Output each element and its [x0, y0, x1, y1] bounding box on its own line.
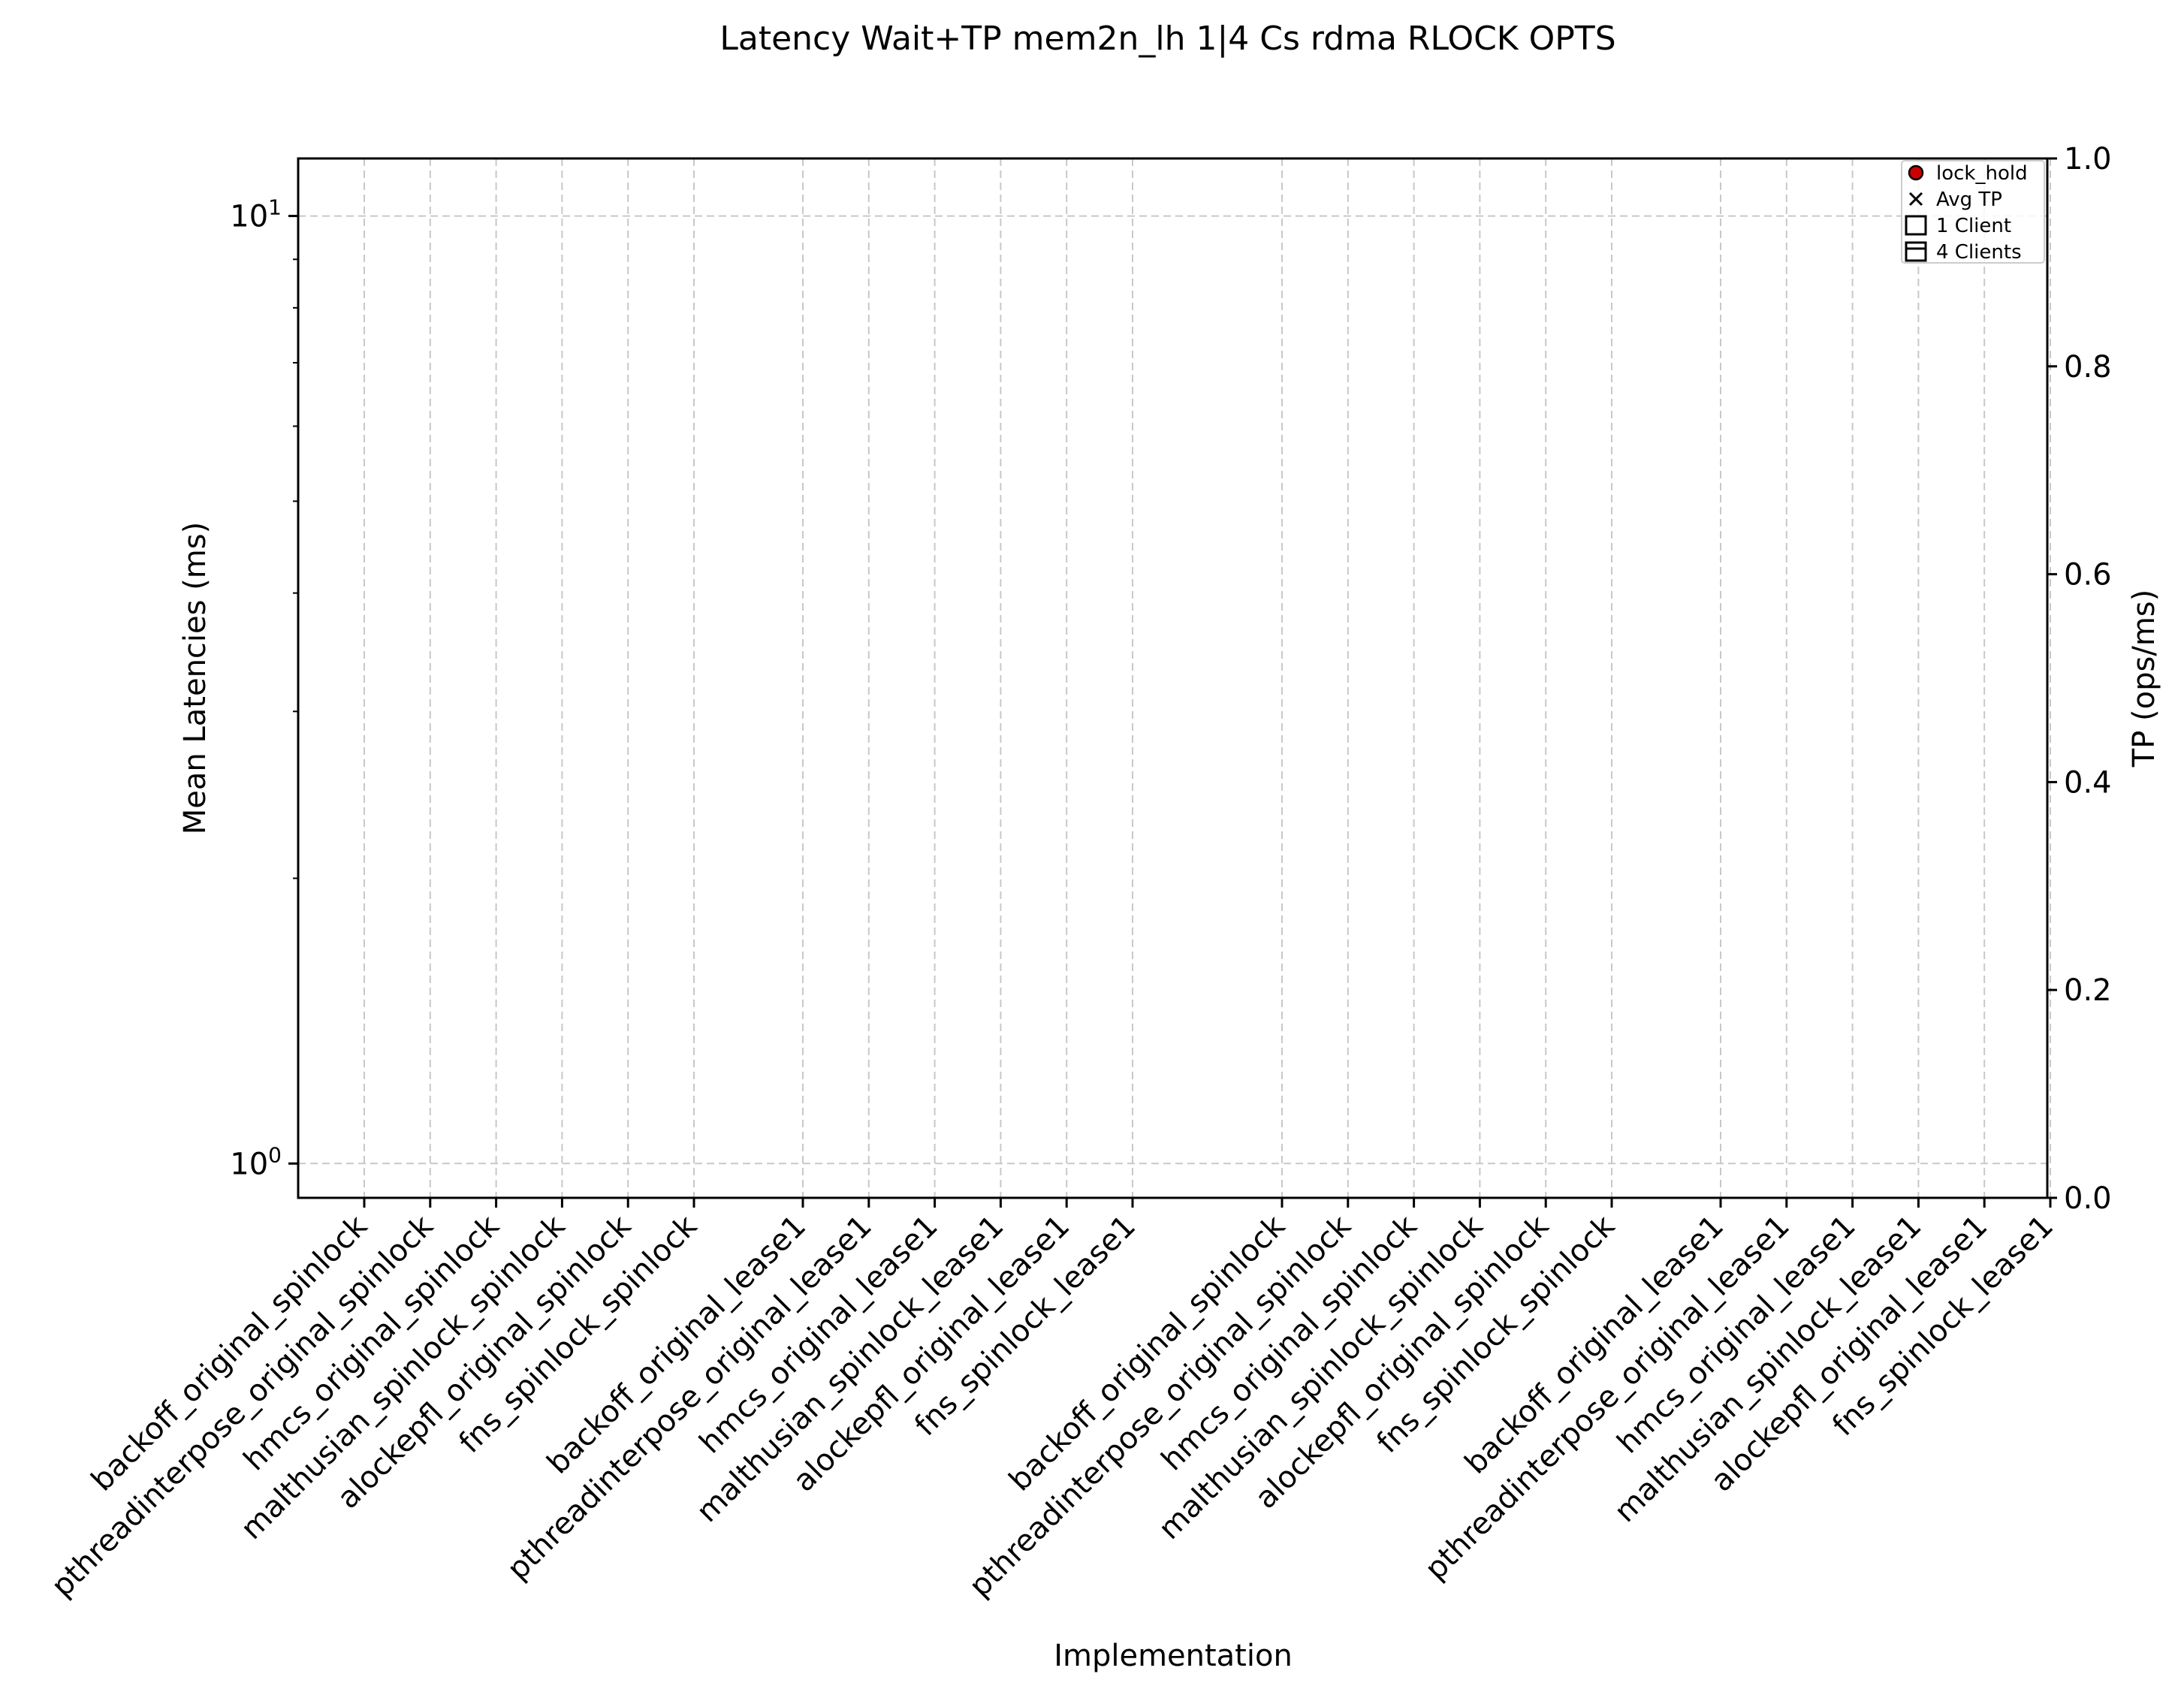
grid — [298, 158, 2051, 1198]
y2-axis-ticks: 0.0 0.2 0.4 0.6 0.8 1.0 — [2047, 142, 2112, 1216]
legend-box — [1901, 160, 2045, 264]
y2-tick-label: 0.6 — [2064, 558, 2112, 593]
y2-tick-label: 0.2 — [2064, 973, 2112, 1008]
legend-x-marker — [1908, 192, 1923, 207]
plot-area — [297, 157, 2049, 1199]
y-axis-label: Mean Latencies (ms) — [178, 522, 213, 834]
y2-tick-label: 1.0 — [2064, 142, 2112, 176]
y2-tick-label: 0.8 — [2064, 350, 2112, 385]
legend-label: Avg TP — [1936, 189, 2002, 211]
legend-label: 1 Client — [1936, 215, 2011, 237]
chart-title: Latency Wait+TP mem2n_lh 1|4 Cs rdma RLO… — [719, 20, 1615, 58]
x-axis-ticks: backoff_original_spinlockpthreadinterpos… — [45, 1198, 2060, 1604]
legend-label: 4 Clients — [1936, 241, 2022, 264]
y-axis-ticks: 100 101 — [230, 195, 298, 1181]
y-tick-label: 101 — [230, 195, 282, 234]
y2-tick-label: 0.0 — [2064, 1181, 2112, 1216]
y2-tick-label: 0.4 — [2064, 765, 2112, 800]
legend: lock_hold Avg TP 1 Client 4 Clients — [1901, 160, 2045, 264]
y-tick-label: 100 — [230, 1142, 282, 1181]
legend-square-lined-marker — [1905, 241, 1927, 262]
y2-axis-label: TP (ops/ms) — [2127, 590, 2161, 768]
legend-label: lock_hold — [1936, 162, 2028, 185]
x-axis-label: Implementation — [1054, 1639, 1293, 1673]
legend-square-marker — [1905, 215, 1927, 236]
legend-circle-marker — [1908, 164, 1924, 181]
